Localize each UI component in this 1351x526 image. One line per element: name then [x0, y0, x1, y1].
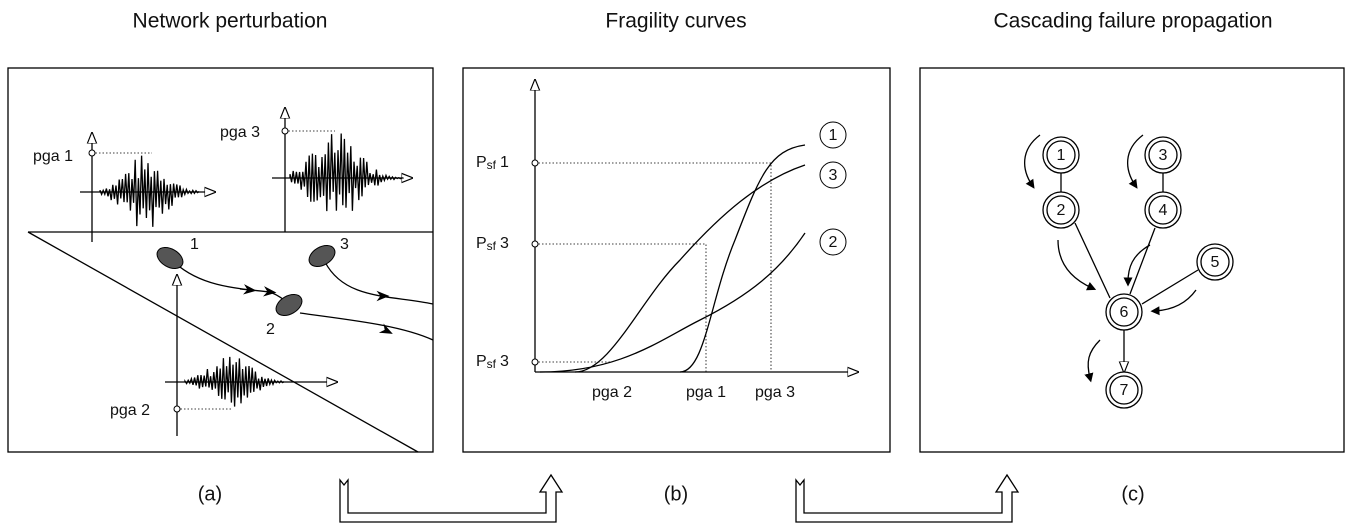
panel-caption: (b) [664, 483, 688, 505]
node [1200, 247, 1230, 277]
panel-c: 1 2 3 4 5 6 7 [1024, 134, 1234, 409]
site [275, 294, 303, 316]
propagation-arrow [1084, 339, 1101, 383]
y-label: Psf 3 [476, 235, 509, 253]
node-label: 3 [1159, 147, 1168, 164]
node [1109, 297, 1139, 327]
panel-frame [7, 67, 434, 453]
node [1046, 195, 1076, 225]
curve-label: 3 [829, 167, 838, 184]
link [299, 312, 434, 341]
marker [88, 149, 96, 157]
site-label: 1 [190, 236, 199, 253]
node [1046, 140, 1076, 170]
panel-a: pga 1 pga 3 pga 2 1 2 3 [27, 108, 434, 453]
node [1148, 140, 1178, 170]
guide [535, 162, 772, 372]
node-label: 1 [1057, 147, 1066, 164]
site-label: 3 [340, 236, 349, 253]
flow-arrow [795, 473, 1020, 523]
panel-b: Psf 1 Psf 3 Psf 3 pga 2 pga 1 pga 3 1 3 2 [476, 80, 858, 401]
curve [679, 144, 806, 373]
fault-line [27, 231, 419, 453]
seismogram [289, 133, 404, 212]
edge [1060, 173, 1199, 372]
node-label: 5 [1211, 254, 1220, 271]
propagation-arrow [1150, 289, 1197, 316]
pga-label: pga 2 [110, 402, 150, 419]
pga-label: pga 1 [33, 148, 73, 165]
flow-arrow [339, 473, 564, 523]
pga-label: pga 3 [220, 124, 260, 141]
node [1148, 195, 1178, 225]
propagation-arrow [1057, 239, 1097, 291]
panel-title: Cascading failure propagation [993, 10, 1272, 33]
link [174, 262, 277, 297]
propagation-arrow [1024, 134, 1041, 189]
node-label: 2 [1057, 202, 1066, 219]
y-label: Psf 3 [476, 353, 509, 371]
site [308, 245, 336, 267]
panel-frame [919, 67, 1345, 453]
seismogram [184, 356, 285, 407]
panel-frame [462, 67, 891, 453]
panel-caption: (a) [198, 483, 222, 505]
node [1109, 375, 1139, 405]
marker [281, 127, 289, 135]
node-label: 4 [1159, 202, 1168, 219]
site-label: 2 [266, 321, 275, 338]
curve-label: 2 [829, 234, 838, 251]
curve [539, 232, 806, 373]
panel-title: Network perturbation [133, 10, 328, 33]
node-label: 6 [1120, 304, 1129, 321]
marker [173, 405, 181, 413]
panel-title: Fragility curves [605, 10, 746, 33]
curve-label: 1 [829, 127, 838, 144]
propagation-arrow [1127, 134, 1144, 189]
node-label: 7 [1120, 382, 1129, 399]
y-label: Psf 1 [476, 154, 509, 172]
seismogram [99, 155, 200, 227]
panel-caption: (c) [1121, 483, 1144, 505]
x-label: pga 2 [592, 384, 632, 401]
curve [574, 164, 806, 373]
propagation-arrow [1123, 244, 1151, 287]
x-label: pga 3 [755, 384, 795, 401]
x-label: pga 1 [686, 384, 726, 401]
site [156, 247, 184, 269]
link [324, 261, 434, 305]
